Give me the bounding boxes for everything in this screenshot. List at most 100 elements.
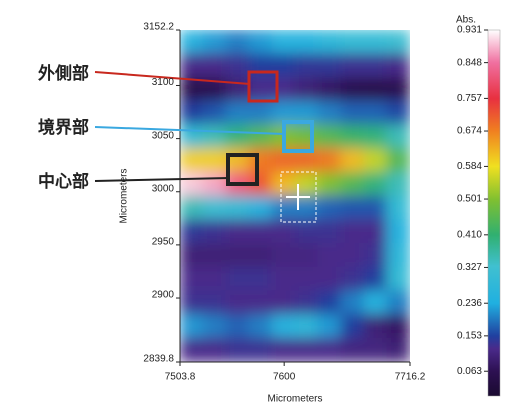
heatmap-cell	[226, 77, 250, 102]
heatmap-cell	[318, 172, 342, 197]
annotation: 外側部	[38, 63, 89, 84]
heatmap-cell	[180, 101, 204, 126]
heatmap-cell	[272, 77, 296, 102]
heatmap-cell	[341, 30, 365, 55]
heatmap-cell	[364, 124, 388, 149]
heatmap-cell	[203, 124, 227, 149]
heatmap-cell	[295, 30, 319, 55]
heatmap-cell	[341, 338, 365, 363]
heatmap-cell	[387, 243, 411, 268]
heatmap-cell	[318, 124, 342, 149]
heatmap-cell	[249, 77, 273, 102]
heatmap-cell	[203, 172, 227, 197]
heatmap-cell	[318, 290, 342, 315]
heatmap-cell	[249, 101, 273, 126]
heatmap-cell	[272, 338, 296, 363]
heatmap-cell	[341, 290, 365, 315]
heatmap-cell	[272, 314, 296, 339]
heatmap-cell	[180, 243, 204, 268]
heatmap-cell	[318, 53, 342, 78]
heatmap-cell	[203, 101, 227, 126]
heatmap-cell	[341, 219, 365, 244]
heatmap-cell	[318, 77, 342, 102]
heatmap-cell	[318, 196, 342, 221]
heatmap-cell	[249, 148, 273, 173]
colorbar-tick-label: 0.848	[457, 57, 482, 68]
heatmap-cell	[272, 243, 296, 268]
heatmap-cell	[272, 267, 296, 292]
heatmap-cell	[364, 101, 388, 126]
y-tick-label: 3152.2	[143, 22, 174, 33]
heatmap-cell	[226, 196, 250, 221]
heatmap-cell	[295, 77, 319, 102]
colorbar-tick-label: 0.327	[457, 262, 482, 273]
heatmap-cell	[295, 219, 319, 244]
heatmap-cell	[203, 338, 227, 363]
heatmap-cell	[226, 290, 250, 315]
heatmap-cell	[180, 124, 204, 149]
y-tick-label: 2950	[152, 237, 175, 248]
heatmap-cell	[341, 101, 365, 126]
heatmap-cell	[249, 338, 273, 363]
heatmap-cell	[180, 314, 204, 339]
colorbar-tick-label: 0.236	[457, 298, 482, 309]
heatmap-cell	[295, 53, 319, 78]
heatmap-cell	[249, 30, 273, 55]
heatmap-cell	[295, 267, 319, 292]
heatmap-cell	[203, 53, 227, 78]
heatmap-cell	[272, 219, 296, 244]
heatmap-cell	[203, 148, 227, 173]
x-tick-label: 7716.2	[395, 372, 426, 383]
heatmap-cell	[272, 290, 296, 315]
heatmap-cell	[180, 172, 204, 197]
heatmap-cell	[387, 53, 411, 78]
heatmap-cell	[180, 267, 204, 292]
heatmap-cell	[364, 219, 388, 244]
heatmap-cell	[387, 148, 411, 173]
heatmap-cell	[180, 53, 204, 78]
heatmap-cell	[226, 243, 250, 268]
heatmap-cell	[387, 77, 411, 102]
heatmap-cell	[295, 124, 319, 149]
heatmap-cell	[226, 101, 250, 126]
heatmap-cell	[249, 219, 273, 244]
heatmap-cell	[318, 338, 342, 363]
heatmap-cell	[226, 314, 250, 339]
heatmap-cell	[387, 101, 411, 126]
heatmap-cell	[364, 148, 388, 173]
y-tick-label: 2900	[152, 290, 175, 301]
heatmap-cell	[341, 267, 365, 292]
heatmap-cell	[272, 196, 296, 221]
heatmap-cell	[249, 196, 273, 221]
heatmap-cell	[318, 101, 342, 126]
heatmap-cell	[387, 290, 411, 315]
heatmap-cell	[387, 30, 411, 55]
heatmap-cell	[226, 30, 250, 55]
heatmap-cell	[226, 53, 250, 78]
heatmap-cell	[318, 314, 342, 339]
heatmap-cell	[203, 219, 227, 244]
heatmap-cell	[364, 30, 388, 55]
heatmap-cell	[341, 196, 365, 221]
heatmap-cell	[341, 148, 365, 173]
heatmap-cell	[226, 338, 250, 363]
heatmap-cell	[341, 124, 365, 149]
heatmap-cell	[203, 290, 227, 315]
heatmap-cell	[341, 243, 365, 268]
x-axis-label: Micrometers	[267, 394, 322, 405]
heatmap-cell	[387, 267, 411, 292]
heatmap-cell	[318, 219, 342, 244]
heatmap-cell	[295, 314, 319, 339]
heatmap-cell	[364, 172, 388, 197]
heatmap-cell	[249, 314, 273, 339]
heatmap-cell	[180, 196, 204, 221]
heatmap-cell	[295, 290, 319, 315]
heatmap-cell	[180, 30, 204, 55]
y-tick-label: 3050	[152, 130, 175, 141]
heatmap-cell	[203, 314, 227, 339]
colorbar-tick-label: 0.757	[457, 93, 482, 104]
heatmap-cell	[249, 53, 273, 78]
heatmap-cell	[226, 267, 250, 292]
heatmap-cell	[226, 219, 250, 244]
heatmap-cell	[226, 124, 250, 149]
